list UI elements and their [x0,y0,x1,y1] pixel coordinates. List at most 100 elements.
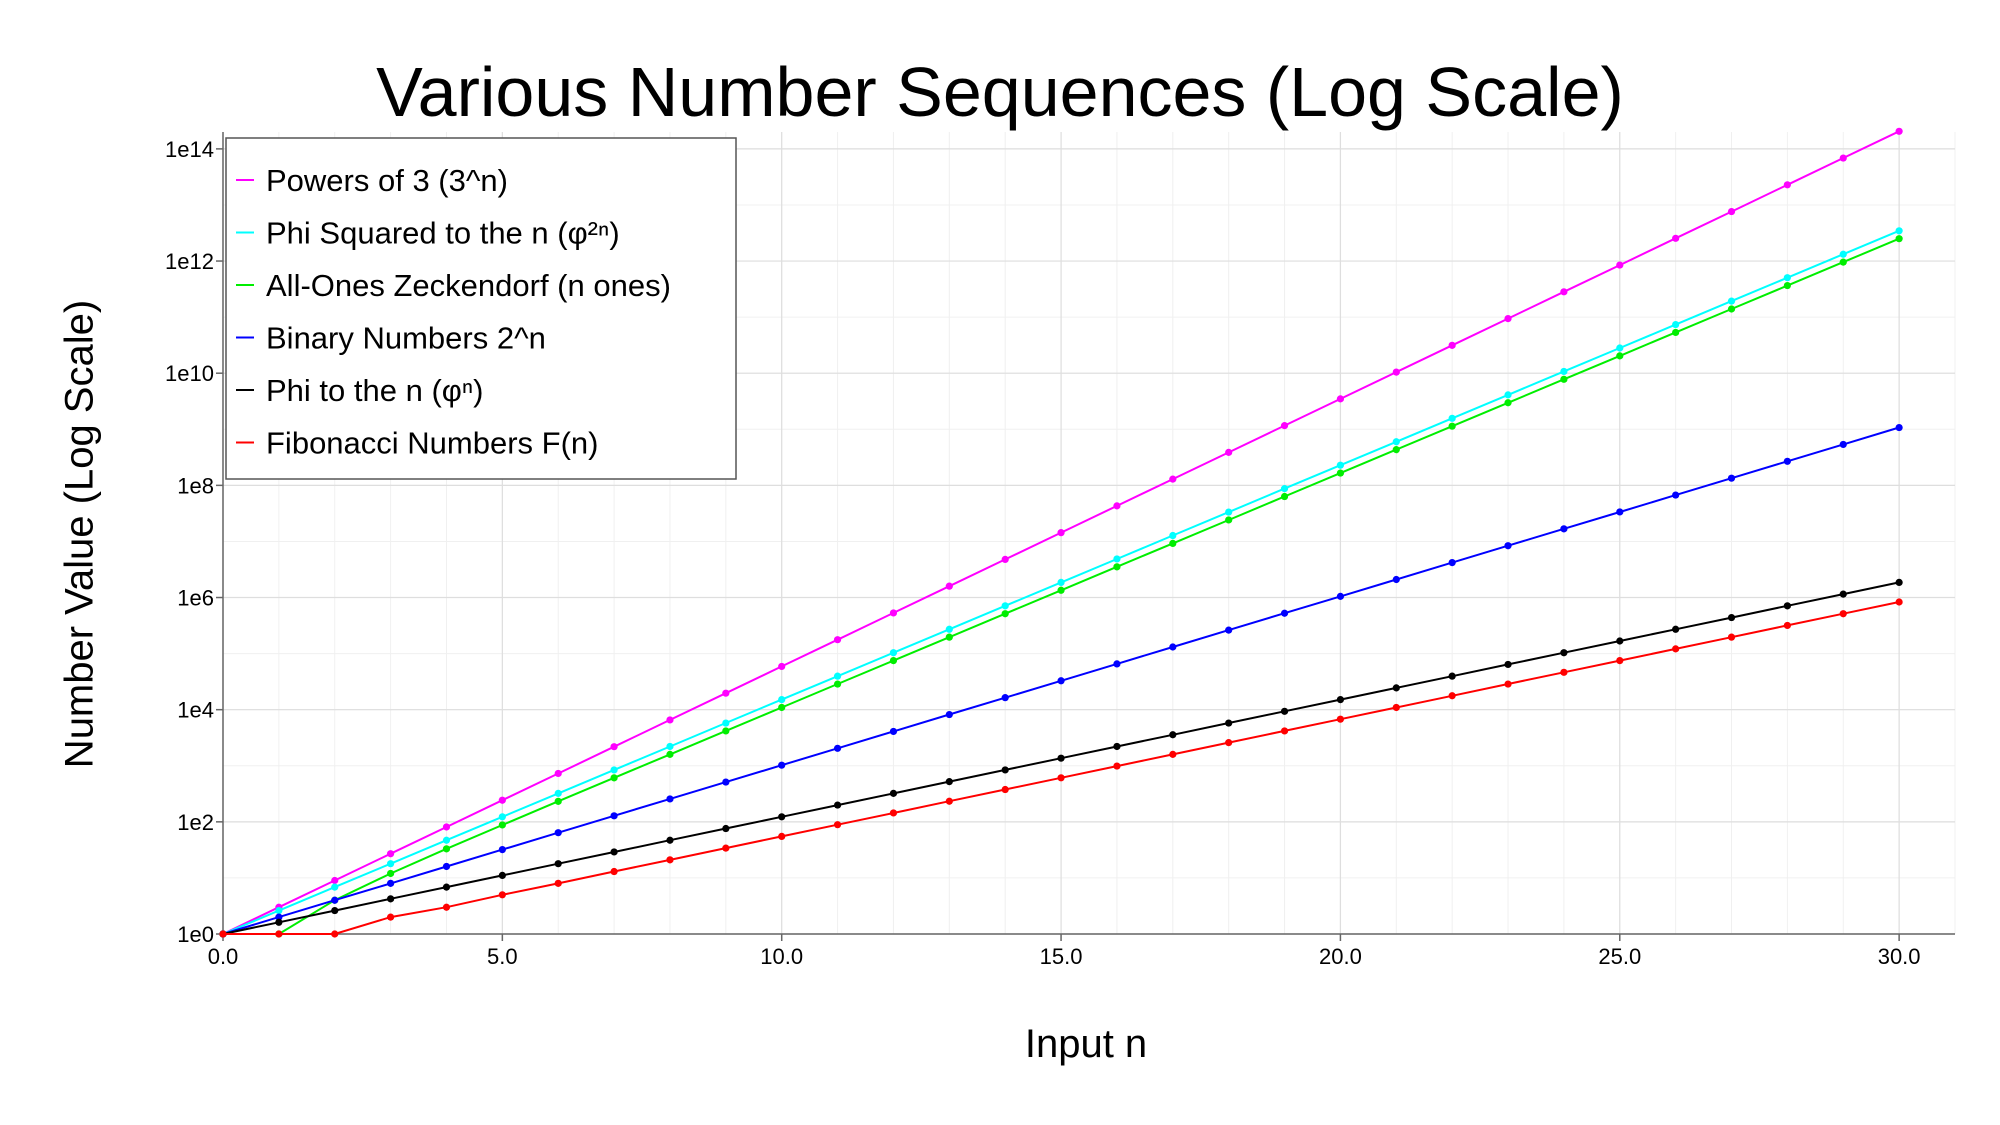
data-point [498,845,506,854]
data-point [1280,727,1289,735]
data-point [1169,643,1177,651]
data-point [1113,660,1121,668]
data-point [1448,422,1456,430]
data-point [331,896,339,904]
data-point [778,696,786,704]
data-point [1895,227,1903,235]
data-point [833,821,842,829]
data-point [889,649,898,657]
data-point [1672,645,1680,653]
data-point [1336,395,1345,403]
data-point [1783,281,1791,290]
data-point [1560,375,1568,383]
data-point [666,856,674,864]
data-point [1280,707,1289,715]
data-point [889,809,898,817]
data-point [610,774,618,782]
y-tick-label: 1e8 [177,473,214,498]
data-point [1839,590,1847,598]
data-point [275,906,283,915]
data-point [1001,694,1009,702]
chart-title: Various Number Sequences (Log Scale) [376,53,1624,131]
data-point [945,633,953,641]
x-tick-label: 5.0 [487,944,518,969]
y-tick-label: 1e14 [165,137,214,162]
data-point [331,906,339,915]
data-point [1001,555,1009,564]
data-point [1448,341,1456,349]
series-0 [219,127,1903,938]
data-point [1727,633,1736,641]
data-point [1280,492,1289,501]
data-point [1336,592,1345,600]
data-point [1727,474,1736,482]
data-point [1616,508,1624,516]
data-point [666,836,674,844]
data-point [1839,258,1847,266]
data-point [1336,696,1345,704]
data-point [1001,766,1009,774]
x-tick-label: 10.0 [760,944,803,969]
data-point [1616,261,1624,269]
series-layer [219,127,1903,938]
data-point [1057,529,1065,537]
data-point [1336,715,1345,723]
data-point [1392,575,1400,584]
series-2 [219,235,1903,938]
data-point [498,871,506,880]
data-point [778,703,786,712]
data-point [1225,739,1233,747]
data-point [1783,274,1791,282]
data-point [1392,703,1400,712]
data-point [1001,610,1009,618]
data-point [610,848,618,856]
data-point [275,913,283,921]
data-point [1057,586,1065,594]
data-point [722,778,730,786]
data-point [554,879,562,887]
legend-entry: Powers of 3 (3^n) [266,163,508,198]
data-point [833,636,842,644]
data-point [1169,539,1177,547]
data-point [1057,677,1065,685]
data-point [722,719,730,727]
x-tick-label: 25.0 [1598,944,1641,969]
data-point [1616,344,1624,352]
data-point [889,609,898,617]
data-point [1895,598,1903,606]
data-point [1057,774,1065,782]
data-point [1225,448,1233,456]
data-point [1448,692,1456,700]
data-point [1113,502,1121,510]
data-point [1895,423,1903,432]
legend-entry: Fibonacci Numbers F(n) [266,426,598,461]
data-point [1113,563,1121,571]
data-point [1783,457,1791,465]
y-tick-label: 1e6 [177,586,214,611]
data-point [1560,668,1568,676]
x-axis-label: Input n [1024,1022,1148,1066]
axes [222,132,1955,935]
data-point [1672,625,1680,633]
legend-entry: Binary Numbers 2^n [266,321,546,356]
data-point [1783,602,1791,610]
data-point [1727,613,1736,622]
data-point [1895,127,1903,135]
data-point [666,750,674,758]
data-point [1169,731,1177,739]
data-point [554,789,562,797]
data-point [1225,626,1233,634]
data-point [1727,207,1736,216]
data-point [1727,305,1736,313]
data-point [442,883,451,891]
data-point [1504,399,1512,407]
x-axis-ticks: 0.0 5.0 10.0 15.0 20.0 25.0 30.0 [208,934,1921,969]
data-point [387,869,395,878]
data-point [945,710,953,719]
data-point [1727,297,1736,305]
data-point [666,742,674,751]
y-tick-label: 1e2 [177,810,214,835]
data-point [498,821,506,829]
data-point [1448,414,1456,422]
data-point [554,860,562,868]
